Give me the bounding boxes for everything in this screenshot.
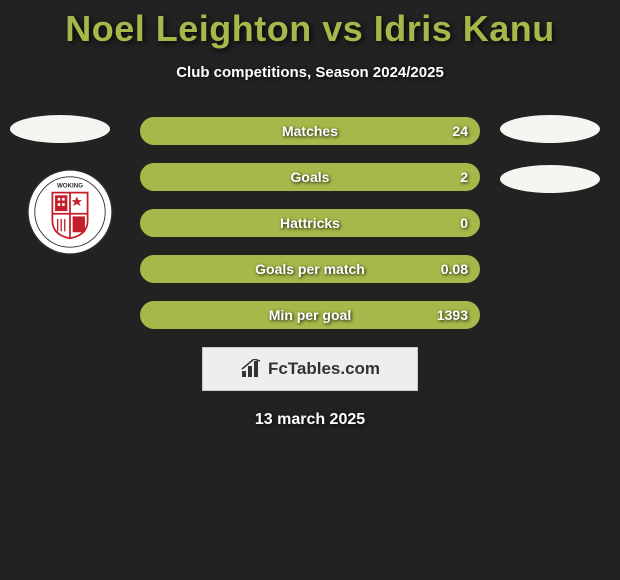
- woking-crest-icon: WOKING: [26, 168, 114, 256]
- stat-label: Matches: [142, 119, 478, 143]
- watermark-text: FcTables.com: [268, 359, 380, 379]
- stat-bars: Matches 24 Goals 2 Hattricks 0 Goals per…: [140, 117, 480, 329]
- stat-label: Min per goal: [142, 303, 478, 327]
- date: 13 march 2025: [0, 411, 620, 429]
- stats-area: WOKING Matches 24 Goals 2 Hattricks 0 Go…: [0, 117, 620, 429]
- page-title: Noel Leighton vs Idris Kanu: [0, 8, 620, 50]
- stat-bar: Goals per match 0.08: [140, 255, 480, 283]
- player-photo-left: [10, 115, 110, 143]
- stat-bar: Matches 24: [140, 117, 480, 145]
- stat-label: Goals per match: [142, 257, 478, 281]
- stat-value-right: 2: [460, 165, 468, 189]
- watermark: FcTables.com: [202, 347, 418, 391]
- stat-bar: Goals 2: [140, 163, 480, 191]
- stat-value-right: 0: [460, 211, 468, 235]
- stat-label: Goals: [142, 165, 478, 189]
- club-logo-right: [500, 165, 600, 193]
- bar-chart-icon: [240, 359, 262, 379]
- subtitle: Club competitions, Season 2024/2025: [0, 64, 620, 81]
- stat-value-right: 24: [452, 119, 468, 143]
- stat-value-right: 1393: [437, 303, 468, 327]
- stat-bar: Hattricks 0: [140, 209, 480, 237]
- stat-label: Hattricks: [142, 211, 478, 235]
- comparison-card: Noel Leighton vs Idris Kanu Club competi…: [0, 0, 620, 429]
- svg-text:WOKING: WOKING: [57, 182, 83, 189]
- stat-bar: Min per goal 1393: [140, 301, 480, 329]
- club-logo-left: WOKING: [20, 165, 120, 259]
- player-photo-right: [500, 115, 600, 143]
- stat-value-right: 0.08: [441, 257, 468, 281]
